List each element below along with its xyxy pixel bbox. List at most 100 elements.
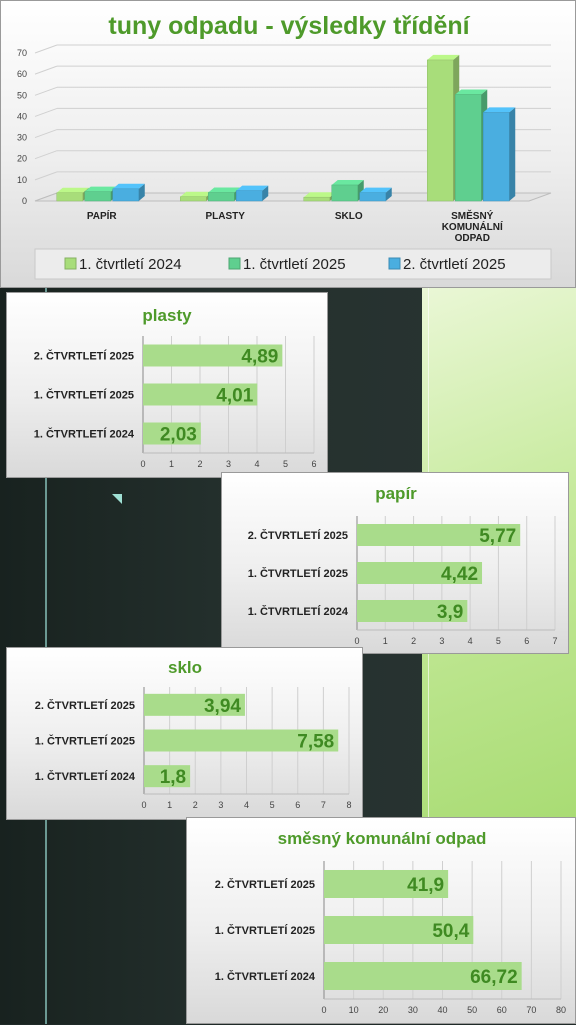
x-tick-label: 10 [349, 1005, 359, 1015]
x-tick-label: 4 [244, 800, 249, 810]
bar-value-label: 4,01 [216, 386, 253, 407]
y-category-label: 1. ČTVRTLETÍ 2024 [248, 605, 349, 618]
bar [324, 870, 449, 898]
bar [143, 422, 201, 445]
bar [357, 524, 521, 546]
gridline-depth [34, 129, 58, 139]
x-tick-label: 8 [346, 800, 351, 810]
x-tick-label: 3 [218, 800, 223, 810]
chart-title: plasty [142, 306, 192, 325]
x-tick-label: 7 [552, 636, 557, 646]
gridline-depth [34, 86, 58, 96]
bar [483, 112, 510, 202]
x-category-label: SKLO [335, 211, 363, 222]
bar [112, 188, 139, 202]
bar [357, 600, 468, 622]
x-tick-label: 2 [197, 459, 202, 469]
bar-value-label: 3,9 [437, 602, 463, 623]
x-tick-label: 6 [311, 459, 316, 469]
x-tick-label: 30 [408, 1005, 418, 1015]
x-tick-label: 3 [439, 636, 444, 646]
y-tick-label: 30 [17, 133, 27, 143]
bar [236, 190, 263, 202]
bar [143, 344, 283, 367]
legend-swatch [64, 257, 77, 270]
chart-title: papír [375, 484, 417, 503]
chart-title: tuny odpadu - výsledky třídění [108, 12, 470, 40]
bar-value-label: 66,72 [470, 967, 518, 988]
bar-value-label: 5,77 [479, 526, 516, 547]
y-tick-label: 70 [17, 48, 27, 58]
smesny-bar-chart: směsný komunální odpad 0 10 20 30 40 50 60 70 80 4… [215, 829, 566, 1015]
papir-bar-chart: papír 0 1 2 3 4 5 6 7 5,77 2. ČTVRTLETÍ 2025 4,42 1.… [248, 484, 558, 646]
y-tick-label: 40 [17, 111, 27, 121]
y-category-label: 1. ČTVRTLETÍ 2025 [35, 735, 135, 748]
y-tick-label: 60 [17, 69, 27, 79]
x-tick-label: 40 [437, 1005, 447, 1015]
bar-value-label: 4,89 [241, 347, 278, 368]
bar-side [262, 185, 269, 201]
legend-label: 1. čtvrtletí 2025 [243, 256, 346, 273]
bar [324, 916, 474, 944]
x-tick-label: 50 [467, 1005, 477, 1015]
legend-swatch [388, 257, 401, 270]
bar [84, 191, 111, 202]
x-category-label: PLASTY [206, 211, 246, 222]
bar [56, 192, 83, 202]
x-tick-label: 3 [226, 459, 231, 469]
x-category-label: PAPÍR [87, 209, 118, 222]
chart-title: sklo [168, 658, 202, 677]
x-tick-label: 6 [524, 636, 529, 646]
y-tick-label: 0 [22, 196, 27, 206]
bar [357, 562, 483, 584]
bar-top [483, 107, 516, 113]
y-tick-label: 20 [17, 154, 27, 164]
bar-top [427, 54, 460, 60]
smesny-chart-panel: směsný komunální odpad 0 10 20 30 40 50 60 70 80 4… [186, 817, 576, 1024]
bar [427, 59, 454, 202]
legend-label: 2. čtvrtletí 2025 [403, 256, 506, 273]
bar [208, 192, 235, 202]
x-tick-label: 0 [140, 459, 145, 469]
x-tick-label: 6 [295, 800, 300, 810]
y-category-label: 2. ČTVRTLETÍ 2025 [34, 350, 134, 363]
x-tick-label: 60 [497, 1005, 507, 1015]
bar [180, 196, 207, 202]
x-category-label: SMĚSNÝ KOMUNÁLNÍ ODPAD [442, 209, 503, 244]
bar-value-label: 4,42 [441, 564, 478, 585]
x-tick-label: 1 [167, 800, 172, 810]
bar-value-label: 3,94 [204, 696, 241, 717]
bar-side [138, 183, 145, 201]
bar [143, 383, 258, 406]
sklo-bar-chart: sklo 0 1 2 3 4 5 6 7 8 3,94 2. ČTVRTLETÍ 2025 7,58 1.… [35, 658, 352, 810]
x-tick-label: 2 [193, 800, 198, 810]
gridline-depth [34, 44, 58, 54]
y-category-label: 1. ČTVRTLETÍ 2025 [248, 567, 348, 580]
bar-top [84, 186, 117, 192]
y-tick-label: 10 [17, 175, 27, 185]
bar-top [236, 185, 269, 191]
x-tick-label: 70 [526, 1005, 536, 1015]
bar [303, 196, 330, 202]
x-tick-label: 0 [141, 800, 146, 810]
gridline-depth [34, 171, 58, 181]
x-tick-label: 1 [169, 459, 174, 469]
x-tick-label: 4 [468, 636, 473, 646]
bar-top [331, 179, 364, 185]
y-category-label: 1. ČTVRTLETÍ 2024 [35, 770, 136, 783]
y-category-label: 2. ČTVRTLETÍ 2025 [215, 878, 315, 891]
x-tick-label: 0 [354, 636, 359, 646]
bar [331, 184, 358, 202]
bar [455, 94, 482, 202]
bar-value-label: 7,58 [297, 732, 334, 753]
bar-top [56, 187, 89, 193]
x-tick-label: 20 [378, 1005, 388, 1015]
bar-top [303, 192, 336, 198]
plasty-bar-chart: plasty 0 1 2 3 4 5 6 4,89 2. ČTVRTLETÍ 2025 4,01 1.… [34, 306, 317, 469]
bar-top [112, 183, 145, 189]
y-category-label: 1. ČTVRTLETÍ 2025 [34, 389, 134, 402]
bar-top [180, 191, 213, 197]
x-tick-label: 5 [496, 636, 501, 646]
bar [359, 192, 386, 202]
bar [144, 693, 245, 716]
